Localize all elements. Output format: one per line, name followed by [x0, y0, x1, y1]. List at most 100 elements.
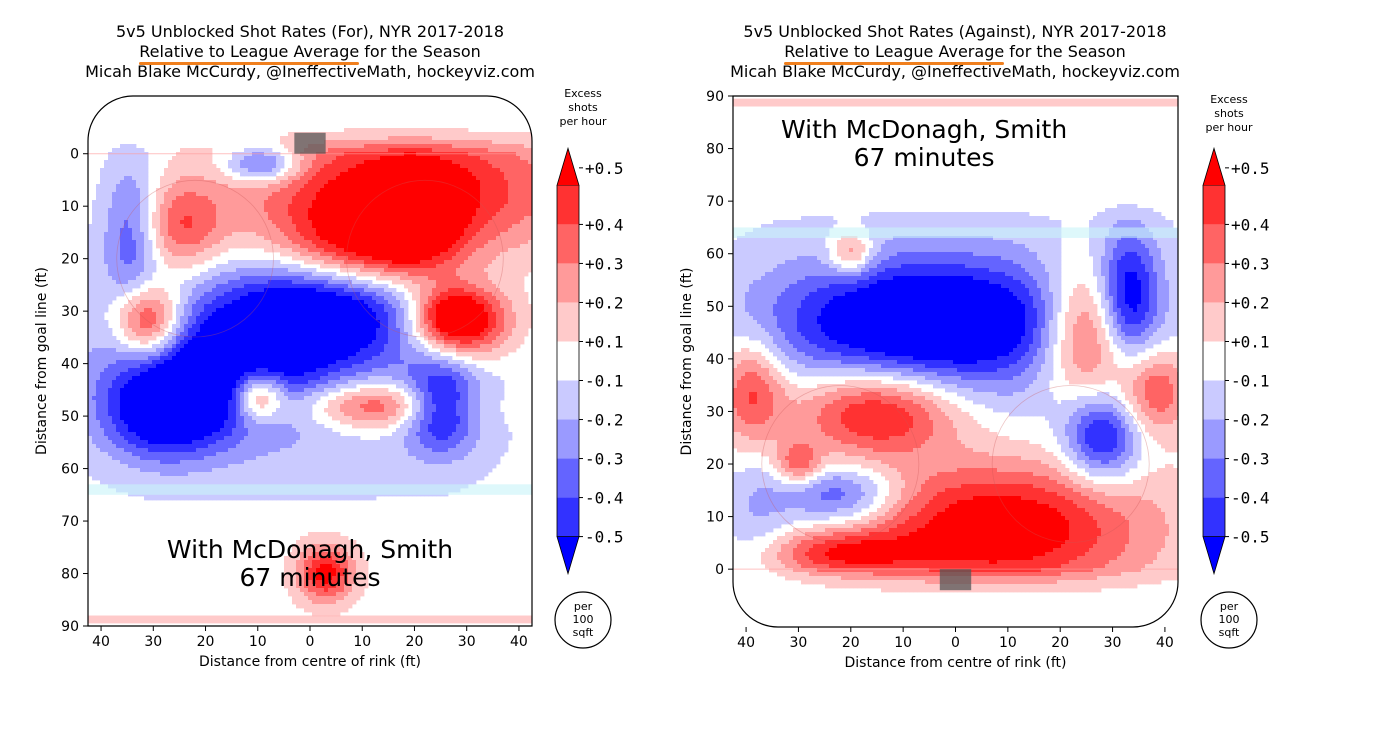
- left-heat-cell: [92, 464, 97, 469]
- left-heat-cell: [224, 432, 229, 437]
- left-heat-cell: [288, 296, 293, 301]
- left-heat-cell: [100, 460, 105, 465]
- left-heat-cell: [108, 248, 113, 253]
- left-heat-cell: [116, 444, 121, 449]
- left-heat-cell: [300, 496, 305, 501]
- left-heat-cell: [148, 420, 153, 425]
- left-heat-cell: [160, 392, 165, 397]
- left-heat-cell: [140, 252, 145, 257]
- left-heat-cell: [104, 332, 109, 337]
- left-heat-cell: [244, 392, 249, 397]
- left-heat-cell: [172, 208, 177, 213]
- left-heat-cell: [108, 480, 113, 485]
- left-heat-cell: [124, 356, 129, 361]
- left-heat-cell: [240, 332, 245, 337]
- left-heat-cell: [224, 196, 229, 201]
- left-heat-cell: [192, 232, 197, 237]
- left-heat-cell: [176, 232, 181, 237]
- left-heat-cell: [264, 280, 269, 285]
- left-heat-cell: [268, 212, 273, 217]
- left-heat-cell: [196, 220, 201, 225]
- left-heat-cell: [312, 424, 317, 429]
- left-heat-cell: [296, 596, 301, 601]
- left-heat-cell: [212, 340, 217, 345]
- left-heat-cell: [296, 468, 301, 473]
- left-heat-cell: [124, 396, 129, 401]
- left-heat-cell: [144, 236, 149, 241]
- left-heat-cell: [152, 360, 157, 365]
- left-heat-cell: [324, 132, 329, 137]
- left-heat-cell: [92, 216, 97, 221]
- left-heat-cell: [100, 248, 105, 253]
- left-heat-cell: [224, 240, 229, 245]
- left-heat-cell: [280, 236, 285, 241]
- left-heat-cell: [204, 436, 209, 441]
- left-heat-cell: [316, 304, 321, 309]
- left-heat-cell: [128, 216, 133, 221]
- left-heat-cell: [132, 192, 137, 197]
- left-heat-cell: [88, 252, 93, 257]
- left-heat-cell: [192, 196, 197, 201]
- left-heat-cell: [324, 184, 329, 189]
- left-heat-cell: [148, 264, 153, 269]
- left-heat-cell: [192, 304, 197, 309]
- left-heat-cell: [236, 452, 241, 457]
- left-heat-cell: [92, 248, 97, 253]
- left-heat-cell: [112, 148, 117, 153]
- left-heat-cell: [196, 312, 201, 317]
- left-heat-cell: [120, 316, 125, 321]
- left-heat-cell: [104, 276, 109, 281]
- left-heat-cell: [300, 304, 305, 309]
- left-heat-cell: [124, 452, 129, 457]
- left-heat-cell: [260, 416, 265, 421]
- left-heat-cell: [168, 204, 173, 209]
- left-heat-cell: [248, 284, 253, 289]
- left-heat-cell: [108, 328, 113, 333]
- left-heat-cell: [188, 196, 193, 201]
- left-heat-cell: [308, 404, 313, 409]
- left-heat-cell: [164, 212, 169, 217]
- left-heat-cell: [88, 376, 93, 381]
- left-heat-cell: [208, 348, 213, 353]
- left-heat-cell: [264, 416, 269, 421]
- left-heat-cell: [316, 544, 321, 549]
- left-heat-cell: [88, 340, 93, 345]
- left-heat-cell: [128, 440, 133, 445]
- left-heat-cell: [136, 456, 141, 461]
- left-heat-cell: [300, 460, 305, 465]
- left-heat-cell: [136, 220, 141, 225]
- left-heat-cell: [168, 212, 173, 217]
- left-heat-cell: [140, 212, 145, 217]
- left-heat-cell: [104, 468, 109, 473]
- left-heat-cell: [216, 276, 221, 281]
- left-heat-cell: [300, 452, 305, 457]
- left-heat-cell: [232, 212, 237, 217]
- left-heat-cell: [116, 204, 121, 209]
- left-heat-cell: [212, 288, 217, 293]
- left-heat-cell: [256, 236, 261, 241]
- left-heat-cell: [220, 372, 225, 377]
- left-heat-cell: [160, 292, 165, 297]
- left-heat-cell: [312, 564, 317, 569]
- left-heat-cell: [188, 296, 193, 301]
- left-heat-cell: [196, 440, 201, 445]
- left-heat-cell: [196, 376, 201, 381]
- left-heat-cell: [172, 204, 177, 209]
- left-heat-cell: [132, 436, 137, 441]
- left-heat-cell: [280, 388, 285, 393]
- left-heat-cell: [280, 432, 285, 437]
- left-heat-cell: [176, 192, 181, 197]
- left-heat-cell: [92, 432, 97, 437]
- left-heat-cell: [296, 416, 301, 421]
- left-heat-cell: [124, 192, 129, 197]
- left-heat-cell: [196, 408, 201, 413]
- left-heat-cell: [188, 188, 193, 193]
- left-heat-cell: [220, 176, 225, 181]
- left-heat-cell: [236, 244, 241, 249]
- left-heat-cell: [208, 256, 213, 261]
- left-heat-cell: [320, 496, 325, 501]
- left-heat-cell: [296, 160, 301, 165]
- left-heat-cell: [264, 396, 269, 401]
- left-heat-cell: [164, 304, 169, 309]
- left-heat-cell: [276, 324, 281, 329]
